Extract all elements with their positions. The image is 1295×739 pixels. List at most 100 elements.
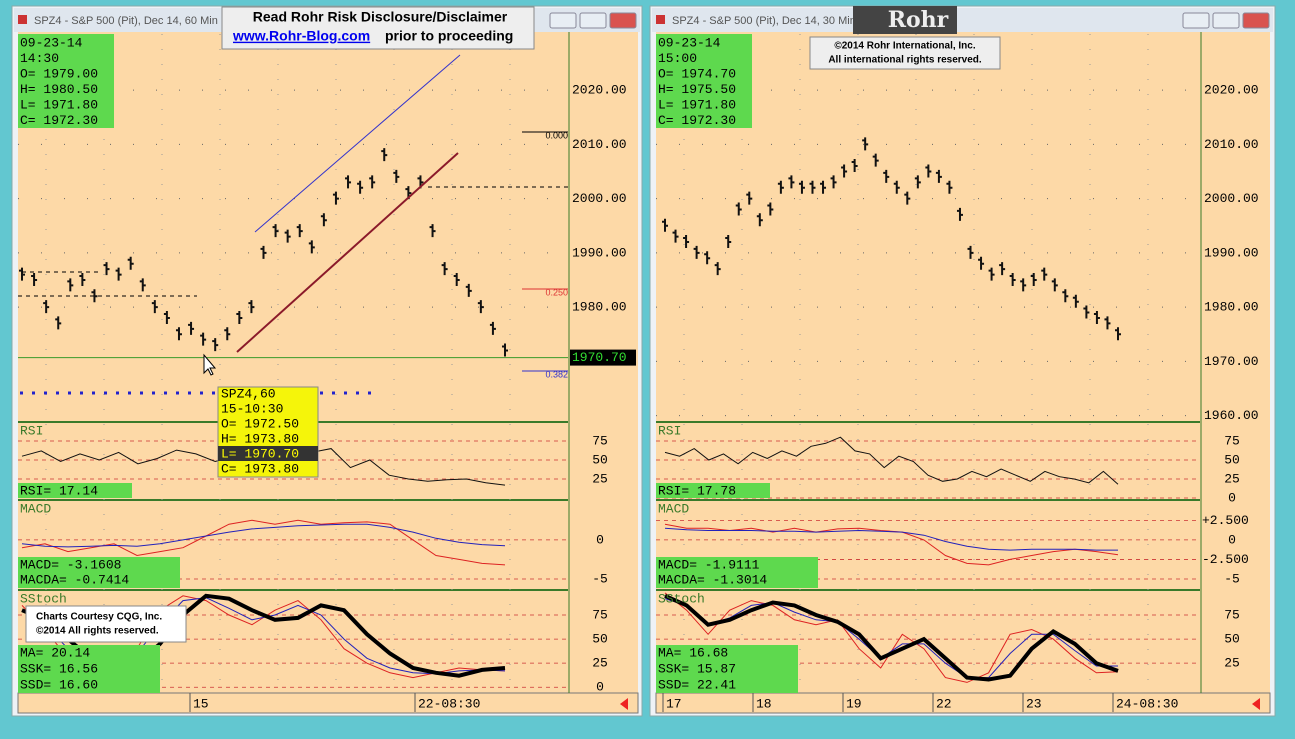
macda-line [21,523,506,548]
price-bar [798,180,805,194]
price-bar [935,169,942,183]
price-tick-label: 2010.00 [1204,137,1259,152]
price-bar [345,175,352,189]
stoch-readout: MA= 16.68 [658,645,728,660]
info-line: L= 1971.80 [658,97,736,112]
disclaimer-link[interactable]: www.Rohr-Blog.com [232,28,370,44]
price-bar [296,224,303,238]
copyright-line: ©2014 Rohr International, Inc. [834,41,976,52]
indicator-tick-label: 75 [592,433,608,448]
price-bar [188,321,195,335]
stoch-readout: MA= 20.14 [20,645,90,660]
copyright-box [809,36,1001,70]
price-tick-label: 2000.00 [1204,191,1259,206]
price-bar [381,148,388,162]
price-bar [714,262,721,276]
price-bar [272,224,279,238]
price-bar [767,202,774,216]
price-bar [19,267,25,281]
rsi-readout: RSI= 17.14 [20,483,98,498]
maximize-button[interactable] [579,12,607,29]
indicator-tick-label: 25 [1224,471,1240,486]
price-bar [956,207,963,221]
date-label: 17 [666,696,682,711]
trend-line [254,54,461,233]
panel-name: SStoch [658,591,705,606]
indicator-tick-label: 25 [1224,656,1240,671]
price-bar [1093,310,1100,324]
indicator-tick-label: 75 [1224,433,1240,448]
price-bar [127,256,134,270]
ma-line [664,593,1119,682]
price-bar [756,213,763,227]
date-label: 18 [756,696,772,711]
minimize-button[interactable] [549,12,577,29]
price-bar [284,229,291,243]
indicator-tick-label: 0 [1228,532,1236,547]
date-label: 23 [1026,696,1042,711]
price-bar [308,240,315,254]
price-bar [704,251,711,265]
readout-box [656,557,818,588]
price-bar [441,262,448,276]
readout-box [18,557,180,588]
price-bar [735,202,742,216]
price-bar [1104,316,1111,330]
indicator-tick-label: 0 [596,680,604,695]
close-button[interactable] [609,12,637,29]
scroll-arrow[interactable] [620,698,628,710]
macd-readout: MACDA= -1.3014 [658,572,767,587]
macd-readout: MACD= -1.9111 [658,557,760,572]
price-bar [851,159,858,173]
price-bar [683,235,690,249]
price-bar [662,218,668,232]
last-price-box [570,349,636,366]
price-tick-label: 1970.00 [1204,354,1259,369]
tooltip-line: C= 1973.80 [221,461,299,476]
courtesy-line: Charts Courtesy CQG, Inc. [36,612,162,623]
info-line: H= 1980.50 [20,82,98,97]
price-bar [914,175,921,189]
info-line: O= 1979.00 [20,66,98,81]
price-bar [139,278,146,292]
ssd-line [664,598,1118,679]
stoch-readout: SSK= 15.87 [658,661,736,676]
price-bar [320,213,327,227]
last-price-label: 1970.70 [572,350,627,365]
date-label: 24-08:30 [1116,696,1178,711]
courtesy-box [25,605,187,643]
price-bar [465,283,472,297]
price-tick-label: 1960.00 [1204,408,1259,423]
fib-label: 0.382 [545,369,568,379]
price-bar [357,180,364,194]
tooltip-line: H= 1973.80 [221,431,299,446]
window-title: SPZ4 - S&P 500 (Pit), Dec 14, 30 Min [672,15,856,27]
price-bar [55,316,62,330]
chart-area [656,32,1270,693]
price-bar [151,300,158,314]
indicator-tick-label: +2.500 [1202,513,1249,528]
close-button[interactable] [1242,12,1270,29]
price-bar [1051,278,1058,292]
price-bar [175,327,182,341]
readout-box [18,645,160,693]
info-line: L= 1971.80 [20,97,98,112]
panel-name: RSI [658,423,681,438]
scroll-arrow[interactable] [1252,698,1260,710]
readout-box [656,483,770,498]
fib-label: 0.000 [545,130,568,140]
price-bar [260,245,267,259]
price-bar [502,343,508,357]
minimize-button[interactable] [1182,12,1210,29]
date-label: 22 [936,696,952,711]
panel-name: MACD [658,501,689,516]
info-box [656,34,752,128]
disclaimer-title: Read Rohr Risk Disclosure/Disclaimer [253,9,508,25]
maximize-button[interactable] [1212,12,1240,29]
price-bar [248,300,255,314]
price-bar [43,300,50,314]
date-label: 22-08:30 [418,696,480,711]
price-bar [163,310,170,324]
price-tick-label: 1990.00 [572,245,627,260]
